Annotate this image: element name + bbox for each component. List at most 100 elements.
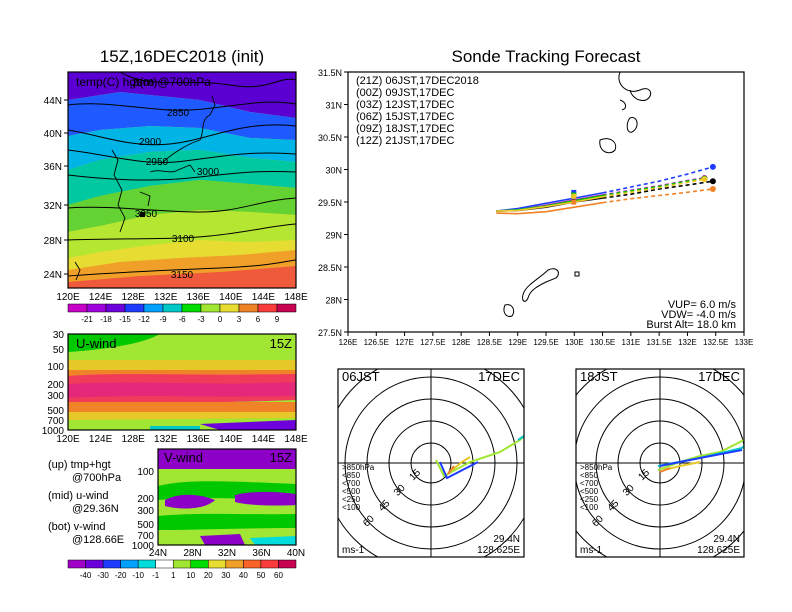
track-line-solid xyxy=(496,201,603,215)
colorbar-label: -3 xyxy=(197,315,205,324)
uwind-lon-label: 120E xyxy=(56,434,80,445)
track-lat-label: 28N xyxy=(325,296,342,306)
uwind-lon-label: 136E xyxy=(187,434,211,445)
hodo-level-label: <250 xyxy=(342,495,361,504)
track-line-dashed xyxy=(602,178,705,198)
note-mid-line2: @29.36N xyxy=(72,503,119,515)
map-lat-label: 40N xyxy=(44,129,62,140)
colorbar-label: 3 xyxy=(237,315,242,324)
colorbar-swatch xyxy=(257,303,278,313)
wind-colorbar-label: 50 xyxy=(256,571,265,580)
temp-band-teal xyxy=(68,150,296,205)
wind-colorbar-label: -40 xyxy=(80,571,92,580)
uwind-lon-ticks: 120E 124E 128E 132E 136E 140E 144E 148E xyxy=(56,434,308,445)
wind-colorbar-swatch xyxy=(172,559,192,569)
vwind-p-label: 1000 xyxy=(132,541,155,552)
map-lon-label: 140E xyxy=(219,292,243,303)
hodo-level-label: >850hPa xyxy=(342,463,375,472)
track-legend-entry: (00Z) 09JST,17DEC xyxy=(356,87,454,99)
wind-colorbar-swatch xyxy=(243,559,262,569)
temp-band-lightgreen xyxy=(68,210,296,258)
track-endpoint xyxy=(709,186,716,192)
map-lon-label: 148E xyxy=(284,292,308,303)
colorbar-swatch xyxy=(162,303,183,313)
uwind-p-label: 300 xyxy=(47,391,64,402)
colorbar-swatch xyxy=(105,303,126,313)
colorbar-label: -12 xyxy=(138,315,150,324)
track-endpoint xyxy=(709,163,716,170)
uwind-p-label: 700 xyxy=(47,416,64,427)
info-burst-alt: Burst Alt= 18.0 km xyxy=(646,319,736,331)
wind-colorbar-label: 20 xyxy=(204,571,213,580)
uwind-lon-label: 124E xyxy=(89,434,113,445)
track-line-dashed xyxy=(602,177,705,197)
track-series-group xyxy=(496,163,716,215)
vwind-lat-label: 32N xyxy=(218,548,236,559)
track-lat-label: 29N xyxy=(325,231,342,241)
note-bot-line2: @128.66E xyxy=(72,534,124,546)
hodo-level-label: >850hPa xyxy=(580,463,613,472)
vwind-p-label: 200 xyxy=(137,494,154,505)
temp-band-red xyxy=(68,266,296,288)
map-lon-tick-labels: 120E 124E 128E 132E 136E 140E 144E 148E xyxy=(56,292,308,303)
hodo-right-lat: 29.4N xyxy=(713,534,740,545)
hodo-left-lon: 128.625E xyxy=(477,545,520,556)
wind-colorbar-label: 60 xyxy=(274,571,283,580)
map-lon-label: 128E xyxy=(121,292,145,303)
colorbar-label: -15 xyxy=(119,315,131,324)
uwind-lon-label: 144E xyxy=(252,434,276,445)
hodo-level-label: <500 xyxy=(580,487,599,496)
hodo-left-level-legend: >850hPa<850<700<500<250<100 xyxy=(342,463,375,512)
uwind-p-label: 100 xyxy=(47,362,64,373)
map-lon-label: 132E xyxy=(154,292,178,303)
track-legend-entry: (12Z) 21JST,17DEC xyxy=(356,135,454,147)
colorbar-label: -6 xyxy=(178,315,186,324)
track-line-dashed xyxy=(602,166,714,194)
uwind-p-label: 500 xyxy=(47,406,64,417)
colorbar-swatch xyxy=(219,303,240,313)
uwind-lon-label: 128E xyxy=(121,434,145,445)
vwind-p-label: 300 xyxy=(137,506,154,517)
note-mid-line1: (mid) u-wind xyxy=(48,490,109,502)
map-lat-tick-labels: 44N 40N 36N 32N 28N 24N xyxy=(44,96,68,281)
hodo-level-label: <100 xyxy=(342,503,361,512)
note-up-line2: @700hPa xyxy=(72,472,122,484)
track-marker xyxy=(571,193,577,199)
wind-colorbar-swatch xyxy=(278,559,297,569)
uwind-lon-label: 148E xyxy=(284,434,308,445)
uwind-label: U-wind xyxy=(76,336,116,351)
vwind-p-label: 500 xyxy=(137,520,154,531)
vwind-lat-label: 24N xyxy=(149,548,167,559)
track-lon-label: 127E xyxy=(395,338,414,347)
map-lat-label: 32N xyxy=(44,201,62,212)
wind-colorbar-label: 30 xyxy=(221,571,230,580)
track-lat-label: 27.5N xyxy=(318,328,342,338)
track-lon-label: 132.5E xyxy=(703,338,728,347)
map-lon-label: 120E xyxy=(56,292,80,303)
hodo-level-label: <100 xyxy=(580,503,599,512)
track-lon-ticks: 126E 126.5E 127E 127.5E 128E 128.5E 129E 129.5E… xyxy=(339,332,753,347)
track-line-solid xyxy=(496,196,603,212)
uwind-p-label: 200 xyxy=(47,380,64,391)
vwind-lat-label: 40N xyxy=(287,548,305,559)
wind-colorbar-swatch xyxy=(155,559,174,569)
wind-colorbar-swatch xyxy=(260,559,279,569)
note-bot-line1: (bot) v-wind xyxy=(48,521,105,533)
track-marker xyxy=(571,189,577,195)
colorbar-swatch xyxy=(238,303,259,313)
track-lat-ticks: 31.5N 31N 30.5N 30N 29.5N 29N 28.5N 28N 27.5N xyxy=(318,68,348,338)
map-lat-label: 24N xyxy=(44,270,62,281)
wind-colorbar-swatch xyxy=(190,559,209,569)
colorbar-swatch xyxy=(143,303,164,313)
wind-colorbar-swatch xyxy=(67,559,86,569)
hodo-level-label: <500 xyxy=(342,487,361,496)
contour-label: 2900 xyxy=(139,137,162,148)
track-lon-label: 131.5E xyxy=(646,338,671,347)
track-legend-entry: (06Z) 15JST,17DEC xyxy=(356,111,454,123)
hodo-level-label: <850 xyxy=(342,471,361,480)
uwind-lon-label: 132E xyxy=(154,434,178,445)
vwind-lat-label: 36N xyxy=(252,548,270,559)
track-lon-label: 127.5E xyxy=(420,338,445,347)
hodo-level-label: <850 xyxy=(580,471,599,480)
